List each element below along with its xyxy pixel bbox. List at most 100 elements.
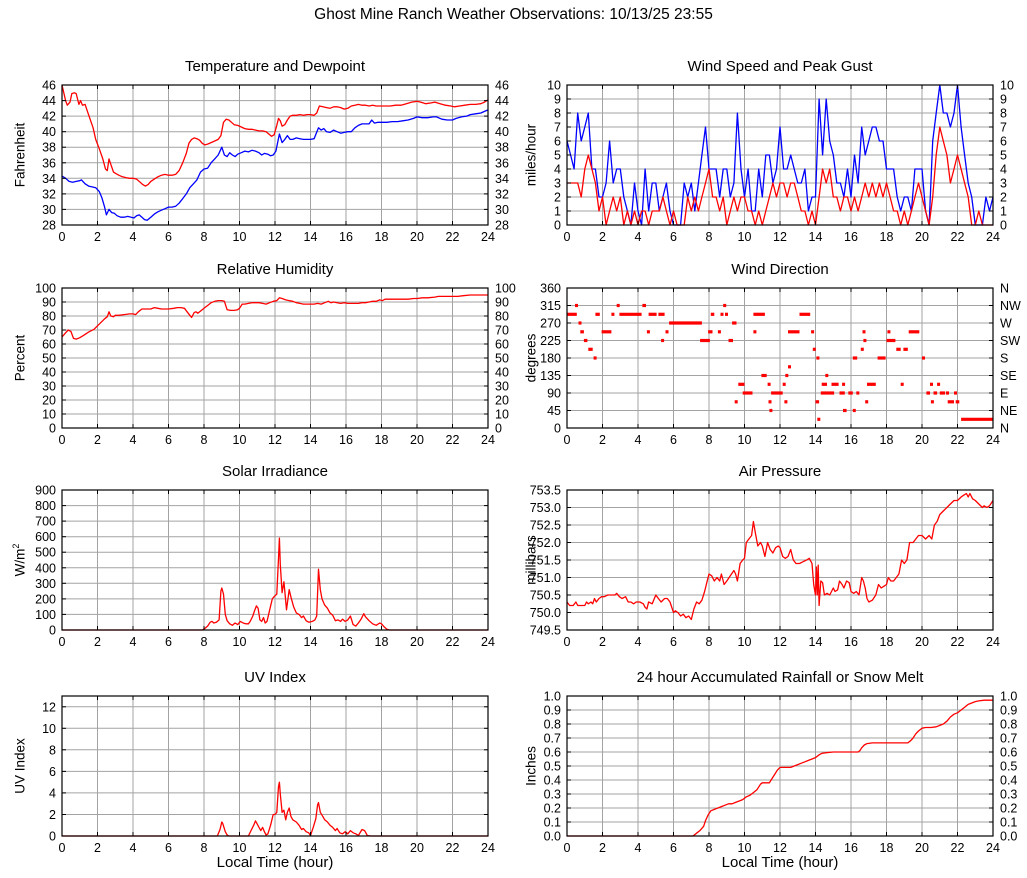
svg-text:4: 4	[130, 635, 137, 649]
axis-ticks	[61, 489, 489, 631]
svg-text:0.7: 0.7	[544, 732, 561, 746]
svg-text:0.2: 0.2	[544, 802, 561, 816]
svg-text:38: 38	[42, 141, 56, 155]
svg-text:753.0: 753.0	[530, 501, 561, 515]
svg-text:14: 14	[809, 433, 823, 447]
svg-text:12: 12	[773, 841, 787, 855]
chart-title-solar-irradiance: Solar Irradiance	[222, 463, 328, 480]
chart-title-air-pressure: Air Pressure	[738, 463, 822, 480]
svg-text:6: 6	[670, 230, 677, 244]
svg-text:12: 12	[42, 700, 56, 714]
svg-text:12: 12	[773, 635, 787, 649]
svg-text:0.6: 0.6	[1000, 746, 1017, 760]
series-uv	[62, 781, 488, 837]
svg-text:90: 90	[547, 387, 561, 401]
svg-text:0.9: 0.9	[544, 704, 561, 718]
grid	[566, 489, 994, 631]
svg-text:80: 80	[495, 310, 509, 324]
svg-text:1.0: 1.0	[544, 690, 561, 704]
svg-text:70: 70	[42, 324, 56, 338]
chart-canvas-air-pressure: 0 2 4 6 8 10 12 14 16 18 20 22 24749.5750.0750.5751.…	[530, 484, 1000, 650]
svg-text:46: 46	[495, 79, 509, 93]
svg-text:0: 0	[49, 624, 56, 638]
svg-text:0: 0	[59, 841, 66, 855]
svg-text:4: 4	[635, 635, 642, 649]
svg-text:0: 0	[59, 230, 66, 244]
svg-text:4: 4	[635, 230, 642, 244]
svg-text:0.8: 0.8	[544, 718, 561, 732]
svg-text:12: 12	[773, 230, 787, 244]
svg-text:400: 400	[35, 561, 56, 575]
svg-text:6: 6	[670, 635, 677, 649]
svg-text:2: 2	[554, 191, 561, 205]
svg-text:16: 16	[844, 635, 858, 649]
svg-text:14: 14	[809, 230, 823, 244]
svg-text:40: 40	[495, 366, 509, 380]
chart-title-wind-speed-gust: Wind Speed and Peak Gust	[687, 58, 873, 75]
svg-text:70: 70	[495, 324, 509, 338]
svg-text:4: 4	[130, 841, 137, 855]
svg-text:90: 90	[42, 296, 56, 310]
svg-text:100: 100	[495, 282, 516, 296]
svg-text:2: 2	[94, 841, 101, 855]
svg-text:0: 0	[59, 635, 66, 649]
svg-text:24: 24	[481, 841, 495, 855]
svg-text:0: 0	[495, 422, 502, 436]
svg-text:24: 24	[481, 635, 495, 649]
svg-text:6: 6	[1000, 135, 1007, 149]
svg-text:0: 0	[49, 422, 56, 436]
grid	[566, 84, 994, 226]
svg-text:0.9: 0.9	[1000, 704, 1017, 718]
axis-ticks	[61, 696, 489, 837]
svg-text:749.5: 749.5	[530, 624, 561, 638]
svg-text:8: 8	[201, 635, 208, 649]
svg-text:2: 2	[599, 841, 606, 855]
svg-text:0.1: 0.1	[1000, 816, 1017, 830]
svg-text:14: 14	[809, 841, 823, 855]
tick-labels: 0 2 4 6 8 10 12 14 16 18 20 22 24749.5750.0750.5751.…	[530, 484, 1000, 650]
svg-text:22: 22	[446, 841, 460, 855]
svg-text:9: 9	[554, 93, 561, 107]
svg-text:0.4: 0.4	[1000, 774, 1017, 788]
svg-text:8: 8	[706, 433, 713, 447]
svg-text:16: 16	[844, 841, 858, 855]
axis-ticks	[61, 287, 489, 429]
grid	[61, 489, 489, 631]
svg-text:10: 10	[738, 230, 752, 244]
tick-labels: 0 2 4 6 8 10 12 14 16 18 20 22 240 01 12 23 34 45 56 67 78 89…	[547, 79, 1014, 245]
svg-text:4: 4	[1000, 163, 1007, 177]
svg-text:12: 12	[773, 433, 787, 447]
svg-text:34: 34	[42, 172, 56, 186]
axis-ticks	[61, 84, 489, 226]
tick-labels: 0 2 4 6 8 10 12 14 16 18 20 22 240100200300400500600…	[35, 484, 495, 650]
svg-text:18: 18	[880, 841, 894, 855]
svg-text:12: 12	[268, 841, 282, 855]
svg-text:60: 60	[495, 338, 509, 352]
svg-text:46: 46	[42, 79, 56, 93]
svg-text:42: 42	[42, 110, 56, 124]
svg-text:3: 3	[554, 177, 561, 191]
svg-text:40: 40	[495, 125, 509, 139]
svg-text:10: 10	[738, 635, 752, 649]
svg-text:2: 2	[94, 433, 101, 447]
svg-text:14: 14	[304, 433, 318, 447]
svg-text:0.0: 0.0	[544, 830, 561, 844]
svg-text:0: 0	[49, 830, 56, 844]
svg-text:12: 12	[268, 635, 282, 649]
svg-text:18: 18	[375, 635, 389, 649]
svg-text:1: 1	[1000, 205, 1007, 219]
chart-title-wind-direction: Wind Direction	[731, 261, 829, 278]
svg-text:6: 6	[670, 841, 677, 855]
svg-text:225: 225	[540, 334, 561, 348]
series-temperature	[61, 84, 489, 187]
svg-text:20: 20	[410, 635, 424, 649]
svg-text:18: 18	[880, 230, 894, 244]
svg-text:750.0: 750.0	[530, 606, 561, 620]
svg-text:0.7: 0.7	[1000, 732, 1017, 746]
svg-text:2: 2	[94, 230, 101, 244]
svg-text:7: 7	[554, 121, 561, 135]
svg-text:0: 0	[554, 219, 561, 233]
svg-text:24: 24	[986, 635, 1000, 649]
